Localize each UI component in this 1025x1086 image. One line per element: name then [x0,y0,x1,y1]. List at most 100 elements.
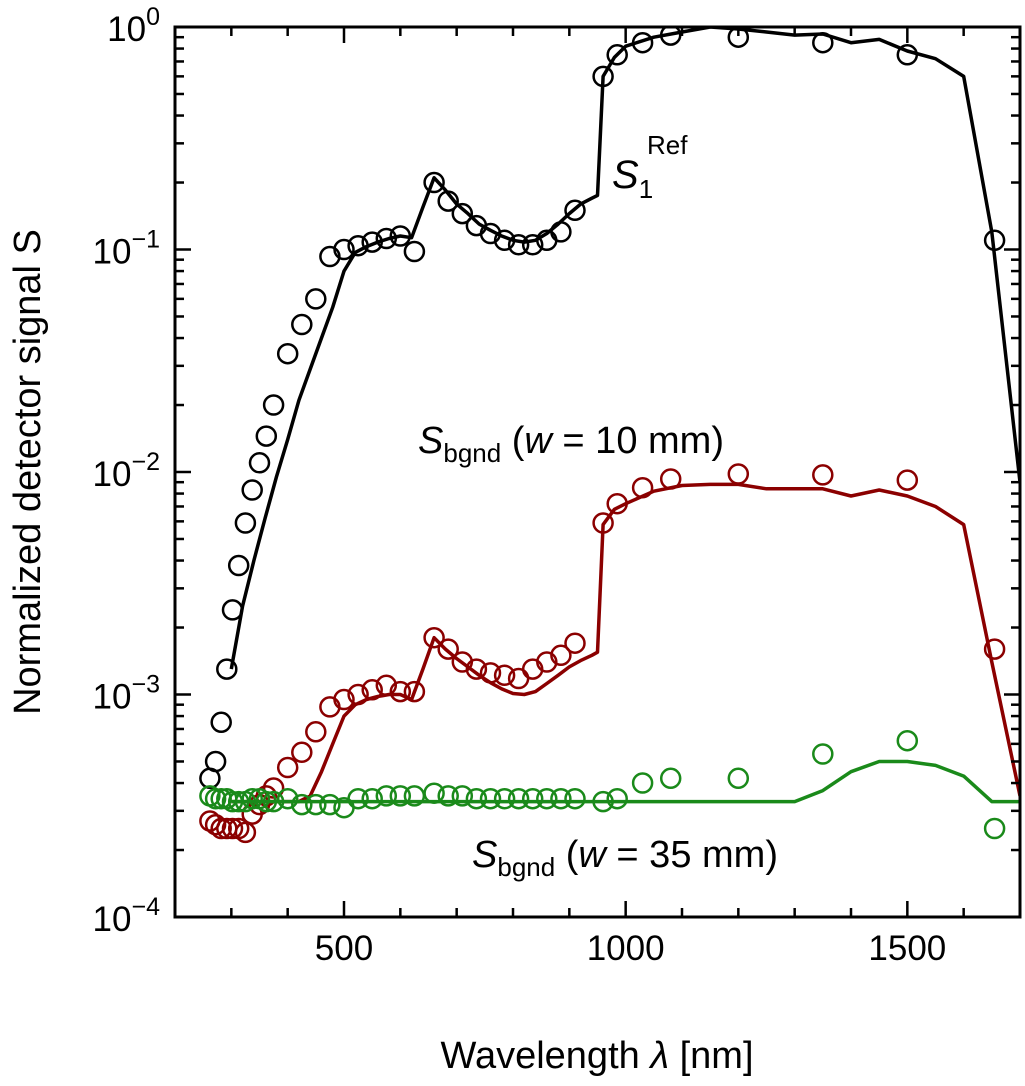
data-point-s-bgnd-w-10-mm-measured-6 [234,821,257,844]
axes: 500 1000 1500 100 10−1 10−2 10−3 10−4 [93,3,1022,968]
series-group [199,27,1020,844]
data-point-s-bgnd-w-35-mm-measured-1 [204,787,227,810]
data-point-s1-ref-measured-12 [291,313,313,336]
y-tick-label-3: 10−3 [93,671,160,717]
data-point-s-bgnd-w-35-mm-measured-36 [727,767,750,790]
data-point-s1-ref-measured-11 [276,342,299,365]
x-axis-title: Wavelength λ [nm] [441,1035,754,1077]
data-point-s1-ref-measured-32 [592,65,614,88]
data-point-s1-ref-measured-28 [521,234,544,256]
data-point-s-bgnd-w-10-mm-measured-18 [375,674,398,697]
data-point-s-bgnd-w-10-mm-measured-15 [333,688,355,711]
data-point-s1-ref-measured-7 [241,479,263,501]
data-point-s-bgnd-w-35-mm-measured-31 [564,787,586,810]
y-tick-label-0: 100 [107,3,160,49]
data-point-s1-ref-measured-20 [403,240,426,263]
data-point-s-bgnd-w-10-mm-measured-35 [659,468,682,490]
data-point-s-bgnd-w-35-mm-measured-33 [606,787,628,810]
y-tick-label-2: 10−2 [93,448,160,494]
x-tick-label: 500 [315,929,373,968]
data-point-s1-ref-measured-26 [493,229,516,252]
data-point-s1-ref-measured-35 [659,27,682,46]
data-point-s-bgnd-w-35-mm-measured-9 [255,790,278,813]
data-point-s1-ref-measured-31 [564,199,586,222]
data-point-s-bgnd-w-35-mm-measured-17 [361,787,383,810]
data-point-s-bgnd-w-10-mm-measured-17 [361,679,383,701]
data-point-s-bgnd-w-35-mm-measured-32 [592,790,614,813]
plot-area [199,27,1020,844]
data-point-s1-ref-measured-23 [451,202,474,225]
x-axis-title-symbol: λ [648,1035,669,1077]
y-tick-label-1: 10−1 [93,226,160,272]
data-point-s-bgnd-w-10-mm-measured-36 [727,463,750,485]
data-point-s-bgnd-w-35-mm-measured-34 [631,772,654,794]
data-point-s1-ref-measured-9 [255,425,278,447]
annotation-bgnd-10mm: Sbgnd (w = 10 mm) [418,420,724,468]
data-point-s-bgnd-w-35-mm-measured-25 [479,787,502,810]
data-point-s-bgnd-w-35-mm-measured-22 [437,785,459,807]
data-point-s-bgnd-w-10-mm-measured-32 [592,512,614,534]
data-point-s1-ref-measured-17 [361,231,383,253]
annotation-s1-ref-sup: Ref [647,130,688,160]
data-point-s1-ref-measured-3 [216,658,238,680]
data-point-s-bgnd-w-35-mm-measured-11 [276,787,299,810]
data-point-s-bgnd-w-10-mm-measured-4 [221,817,244,840]
data-point-s-bgnd-w-35-mm-measured-16 [347,787,369,810]
data-point-s-bgnd-w-35-mm-measured-27 [507,787,530,810]
data-point-s1-ref-measured-5 [227,554,250,577]
data-point-s-bgnd-w-35-mm-measured-10 [262,790,285,813]
data-point-s-bgnd-w-10-mm-measured-31 [564,632,586,654]
data-point-s-bgnd-w-10-mm-measured-2 [210,817,232,840]
data-point-s1-ref-measured-38 [896,44,919,66]
data-point-s-bgnd-w-10-mm-measured-16 [347,683,369,706]
data-point-s1-ref-measured-27 [507,234,530,256]
data-point-s-bgnd-w-10-mm-measured-37 [812,464,834,486]
data-point-s-bgnd-w-35-mm-measured-29 [536,787,558,810]
x-tick-label: 1000 [587,929,665,968]
data-point-s1-ref-measured-19 [389,225,412,247]
data-point-s1-ref-measured-18 [375,227,398,250]
data-point-s1-ref-measured-13 [305,288,327,310]
data-point-s1-ref-measured-39 [983,229,1006,252]
series-line-s-bgnd-w-10-mm-model [231,482,1020,804]
data-point-s-bgnd-w-35-mm-measured-26 [493,787,516,810]
data-point-s1-ref-measured-4 [221,599,244,621]
data-point-s-bgnd-w-10-mm-measured-33 [606,492,628,515]
data-point-s-bgnd-w-35-mm-measured-5 [227,790,250,813]
data-point-s1-ref-measured-8 [248,452,271,474]
data-point-s-bgnd-w-35-mm-measured-12 [291,793,313,816]
data-point-s-bgnd-w-10-mm-measured-21 [423,626,445,649]
data-point-s-bgnd-w-35-mm-measured-24 [465,787,488,810]
data-point-s-bgnd-w-35-mm-measured-14 [319,793,341,816]
data-point-s-bgnd-w-35-mm-measured-23 [451,785,474,807]
x-tick-label: 1500 [868,929,946,968]
data-point-s1-ref-measured-37 [812,31,834,54]
data-point-s1-ref-measured-30 [550,221,572,243]
data-point-s-bgnd-w-35-mm-measured-30 [550,787,572,810]
data-point-s-bgnd-w-10-mm-measured-34 [631,476,654,499]
data-point-s-bgnd-w-10-mm-measured-20 [403,680,426,703]
data-point-s-bgnd-w-10-mm-measured-39 [983,638,1006,660]
data-point-s-bgnd-w-10-mm-measured-11 [276,756,299,779]
data-point-s-bgnd-w-35-mm-measured-37 [812,743,834,765]
data-point-s-bgnd-w-35-mm-measured-13 [305,793,327,816]
data-point-s1-ref-measured-21 [423,171,445,194]
data-point-s-bgnd-w-35-mm-measured-19 [389,785,412,807]
x-axis-title-text: Wavelength [441,1035,640,1077]
annotation-s1-ref: S1 [612,153,653,204]
data-point-s1-ref-measured-6 [234,512,257,534]
data-point-s-bgnd-w-10-mm-measured-38 [896,469,919,491]
series-line-s-bgnd-w-35-mm-model [231,759,1020,804]
data-point-s-bgnd-w-35-mm-measured-38 [896,729,919,752]
y-tick-label-4: 10−4 [93,893,161,939]
data-point-s-bgnd-w-35-mm-measured-18 [375,785,398,807]
data-point-s1-ref-measured-33 [606,44,628,66]
data-point-s-bgnd-w-10-mm-measured-19 [389,680,412,703]
data-point-s1-ref-measured-22 [437,190,459,212]
data-point-s1-ref-measured-2 [210,711,232,734]
data-point-s1-ref-measured-1 [204,750,227,773]
data-point-s-bgnd-w-35-mm-measured-7 [241,787,263,810]
data-point-s-bgnd-w-10-mm-measured-30 [550,644,572,667]
data-point-s1-ref-measured-34 [631,31,654,54]
